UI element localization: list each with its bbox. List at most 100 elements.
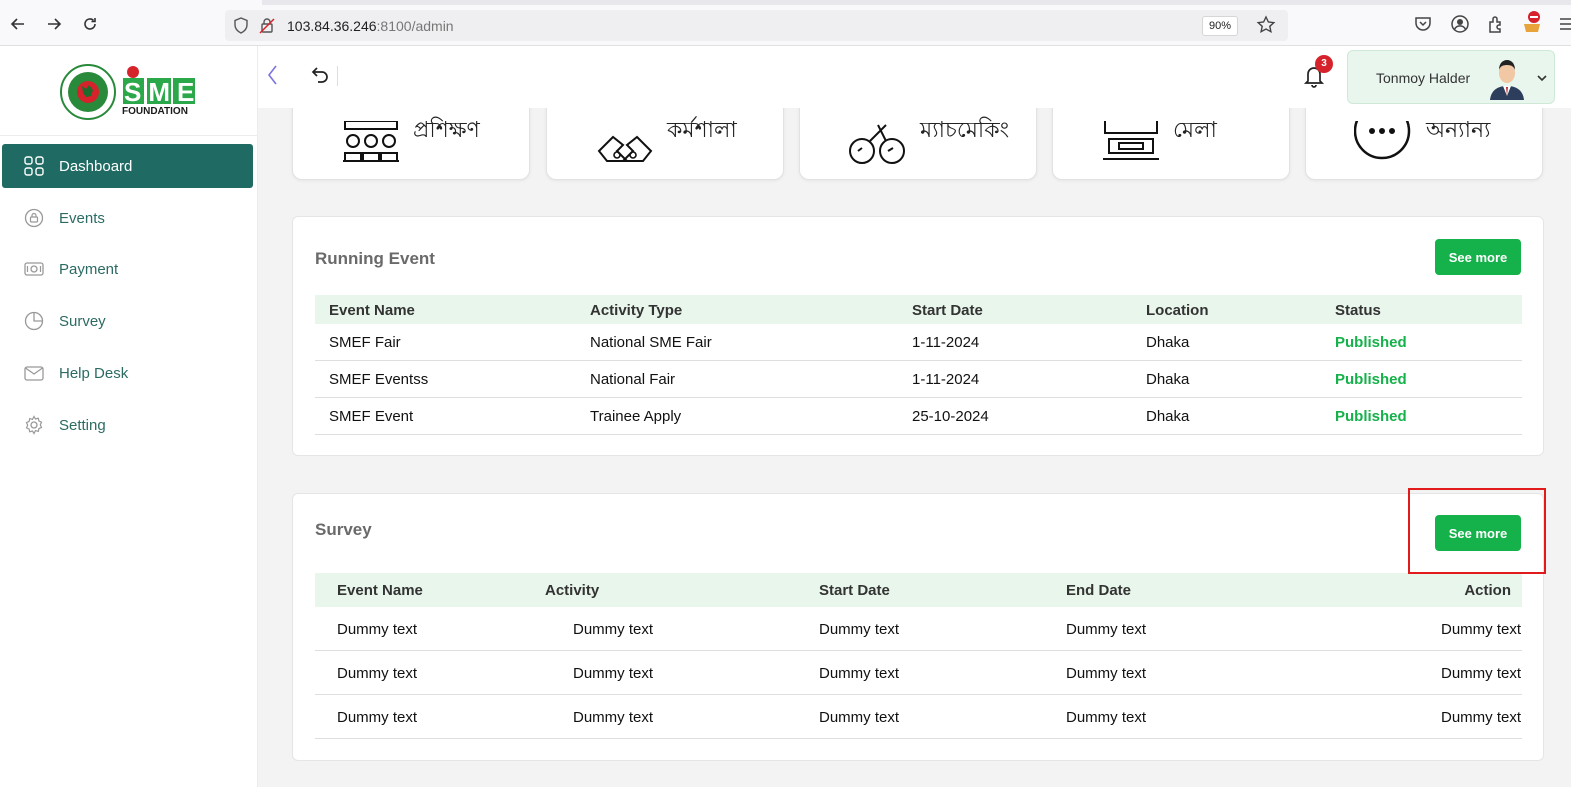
sidebar-item-setting[interactable]: Setting [2, 403, 253, 447]
table-row[interactable]: SMEF Eventss National Fair 1-11-2024 Dha… [315, 361, 1522, 398]
extensions-icon[interactable] [1486, 14, 1506, 34]
user-menu[interactable]: Tonmoy Halder [1347, 50, 1555, 104]
notification-count-badge[interactable]: 3 [1315, 55, 1333, 73]
logo-text: SME [124, 77, 202, 107]
category-card-others[interactable]: অন্যান্য [1305, 108, 1543, 180]
extension-badge-icon[interactable] [1521, 10, 1541, 32]
browser-toolbar: 103.84.36.246:8100/admin 90% [0, 0, 1571, 46]
sme-foundation-logo[interactable]: SME FOUNDATION [58, 64, 198, 120]
app-header: 3 Tonmoy Halder [258, 46, 1571, 108]
category-label: কর্মশালা [667, 118, 737, 143]
table-row[interactable]: SMEF Fair National SME Fair 1-11-2024 Dh… [315, 324, 1522, 361]
column-header: Status [1335, 302, 1381, 319]
sidebar-item-dashboard[interactable]: Dashboard [2, 144, 253, 188]
table-header: Event Name Activity Type Start Date Loca… [315, 295, 1522, 324]
column-header: Start Date [912, 302, 983, 319]
active-tab[interactable] [0, 0, 262, 5]
sidebar-item-payment[interactable]: Payment [2, 247, 253, 291]
highlight-box [1408, 488, 1546, 574]
pocket-icon[interactable] [1413, 14, 1433, 34]
matchmaking-icon [848, 121, 908, 170]
account-icon[interactable] [1450, 14, 1470, 34]
event-name-cell: Dummy text [337, 621, 418, 638]
column-header: Activity [545, 582, 600, 599]
grid-icon [24, 156, 44, 176]
category-card-training[interactable]: প্রশিক্ষণ [292, 108, 530, 180]
sidebar-item-label: Setting [59, 416, 106, 434]
survey-see-more-button[interactable]: See more [1435, 515, 1521, 551]
action-cell[interactable]: Dummy text [1440, 665, 1521, 682]
reload-icon[interactable] [78, 12, 102, 36]
event-name-cell: SMEF Fair [329, 334, 401, 351]
action-cell[interactable]: Dummy text [1440, 709, 1521, 726]
insecure-lock-icon[interactable] [259, 17, 275, 39]
location-cell: Dhaka [1146, 408, 1190, 425]
start-date-cell: 25-10-2024 [912, 408, 989, 425]
activity-cell: Dummy text [573, 709, 654, 726]
category-card-fair[interactable]: মেলা [1052, 108, 1290, 180]
gear-icon [24, 415, 44, 435]
action-cell[interactable]: Dummy text [1440, 621, 1521, 638]
survey-table: Event Name Activity Start Date End Date … [315, 573, 1522, 740]
end-date-cell: Dummy text [1066, 621, 1147, 638]
menu-icon[interactable] [1558, 14, 1571, 34]
activity-type-cell: National Fair [590, 371, 676, 388]
activity-cell: Dummy text [573, 621, 654, 638]
start-date-cell: 1-11-2024 [912, 334, 980, 351]
shield-icon[interactable] [233, 17, 249, 39]
forward-icon[interactable] [42, 12, 66, 36]
table-row[interactable]: Dummy text Dummy text Dummy text Dummy t… [315, 695, 1522, 739]
sidebar-item-label: Events [59, 209, 105, 227]
category-card-matchmaking[interactable]: ম্যাচমেকিং [799, 108, 1037, 180]
payment-icon [24, 259, 44, 279]
sidebar-item-label: Help Desk [59, 364, 129, 382]
sidebar-item-events[interactable]: Events [2, 196, 253, 240]
start-date-cell: Dummy text [819, 621, 900, 638]
sidebar-collapse-icon[interactable] [266, 64, 278, 92]
event-name-cell: Dummy text [337, 709, 418, 726]
sidebar: SME FOUNDATION Dashboard Events Payment … [0, 46, 258, 787]
table-row[interactable]: Dummy text Dummy text Dummy text Dummy t… [315, 651, 1522, 695]
column-header: Location [1146, 302, 1209, 319]
start-date-cell: Dummy text [819, 665, 900, 682]
events-icon [24, 208, 44, 228]
pie-chart-icon [24, 311, 44, 331]
panel-title: Running Event [315, 249, 435, 268]
table-row[interactable]: SMEF Event Trainee Apply 25-10-2024 Dhak… [315, 398, 1522, 435]
workshop-icon [595, 121, 655, 170]
running-event-see-more-button[interactable]: See more [1435, 239, 1521, 275]
status-badge: Published [1335, 371, 1407, 388]
training-icon [341, 120, 401, 170]
table-header: Event Name Activity Start Date End Date … [315, 573, 1522, 607]
user-name: Tonmoy Halder [1376, 70, 1471, 86]
url-text[interactable]: 103.84.36.246:8100/admin [287, 18, 454, 34]
table-row[interactable]: Dummy text Dummy text Dummy text Dummy t… [315, 607, 1522, 651]
fair-icon [1101, 121, 1161, 170]
event-name-cell: SMEF Event [329, 408, 414, 425]
chevron-down-icon[interactable] [1536, 71, 1548, 89]
activity-cell: Dummy text [573, 665, 654, 682]
address-bar[interactable]: 103.84.36.246:8100/admin 90% [225, 10, 1288, 41]
back-icon[interactable] [6, 12, 30, 36]
column-header: Action [1464, 582, 1511, 599]
undo-icon[interactable] [310, 64, 330, 89]
header-divider [337, 66, 338, 86]
running-event-table: Event Name Activity Type Start Date Loca… [315, 295, 1522, 435]
status-badge: Published [1335, 408, 1407, 425]
location-cell: Dhaka [1146, 371, 1190, 388]
end-date-cell: Dummy text [1066, 709, 1147, 726]
category-card-workshop[interactable]: কর্মশালা [546, 108, 784, 180]
sidebar-item-label: Payment [59, 260, 119, 278]
category-label: মেলা [1173, 118, 1217, 143]
logo-subtext: FOUNDATION [122, 106, 188, 117]
bookmark-star-icon[interactable] [1256, 15, 1276, 40]
envelope-icon [24, 363, 44, 383]
category-label: প্রশিক্ষণ [413, 118, 480, 143]
end-date-cell: Dummy text [1066, 665, 1147, 682]
zoom-badge[interactable]: 90% [1201, 16, 1238, 36]
sidebar-item-survey[interactable]: Survey [2, 299, 253, 343]
sidebar-item-help-desk[interactable]: Help Desk [2, 351, 253, 395]
column-header: Activity Type [590, 302, 683, 319]
activity-type-cell: National SME Fair [590, 334, 712, 351]
event-name-cell: SMEF Eventss [329, 371, 429, 388]
